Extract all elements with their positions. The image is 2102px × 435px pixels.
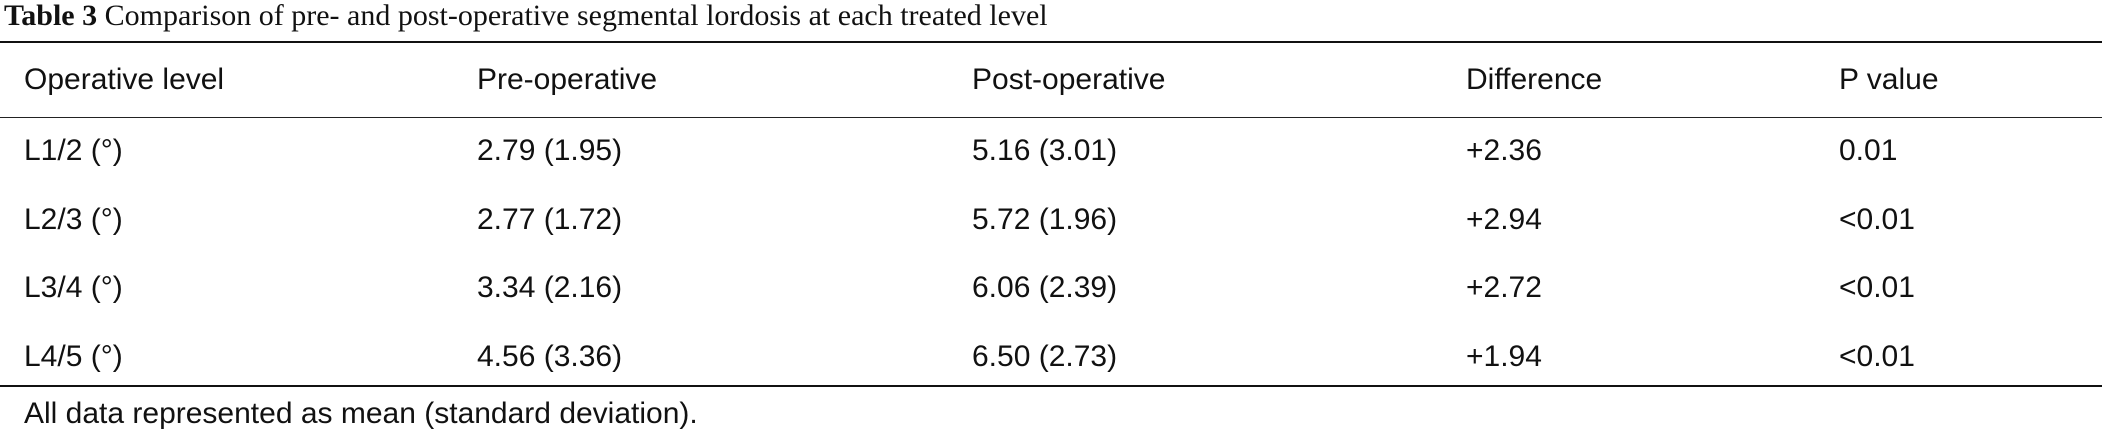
- header-p-value: P value: [1839, 63, 1939, 96]
- lordosis-table: Operative level Pre-operative Post-opera…: [0, 43, 2102, 391]
- header-pre-operative: Pre-operative: [477, 63, 658, 96]
- cell-pre-operative: 2.79 (1.95): [477, 134, 623, 168]
- cell-pre-operative: 2.77 (1.72): [477, 202, 623, 236]
- cell-operative-level: L3/4 (°): [24, 271, 123, 305]
- table-top-rule: [0, 41, 2102, 43]
- cell-post-operative: 6.50 (2.73): [972, 339, 1118, 373]
- table-body: L1/2 (°) 2.79 (1.95) 5.16 (3.01) +2.36 0…: [0, 117, 2102, 391]
- table-header: Operative level Pre-operative Post-opera…: [0, 43, 2102, 117]
- cell-pre-operative: 3.34 (2.16): [477, 271, 623, 305]
- cell-p-value: <0.01: [1839, 202, 1915, 236]
- table-bottom-rule: [0, 385, 2102, 387]
- table-row: L1/2 (°) 2.79 (1.95) 5.16 (3.01) +2.36 0…: [0, 117, 2102, 186]
- table-row: L3/4 (°) 3.34 (2.16) 6.06 (2.39) +2.72 <…: [0, 254, 2102, 323]
- cell-post-operative: 6.06 (2.39): [972, 271, 1118, 305]
- cell-post-operative: 5.72 (1.96): [972, 202, 1118, 236]
- table-caption-label: Table 3: [4, 0, 98, 32]
- table-row: L2/3 (°) 2.77 (1.72) 5.72 (1.96) +2.94 <…: [0, 186, 2102, 255]
- table-caption-text: Comparison of pre- and post-operative se…: [104, 0, 1048, 32]
- header-difference: Difference: [1466, 63, 1603, 96]
- cell-difference: +1.94: [1466, 339, 1542, 373]
- cell-difference: +2.36: [1466, 134, 1542, 168]
- header-row: Operative level Pre-operative Post-opera…: [0, 43, 2102, 117]
- header-post-operative: Post-operative: [972, 63, 1166, 96]
- cell-operative-level: L2/3 (°): [24, 202, 123, 236]
- cell-post-operative: 5.16 (3.01): [972, 134, 1118, 168]
- cell-operative-level: L1/2 (°): [24, 134, 123, 168]
- cell-difference: +2.72: [1466, 271, 1542, 305]
- table-footnote: All data represented as mean (standard d…: [24, 397, 698, 430]
- cell-p-value: <0.01: [1839, 271, 1915, 305]
- cell-p-value: 0.01: [1839, 134, 1898, 168]
- cell-pre-operative: 4.56 (3.36): [477, 339, 623, 373]
- table-row: L4/5 (°) 4.56 (3.36) 6.50 (2.73) +1.94 <…: [0, 323, 2102, 392]
- cell-p-value: <0.01: [1839, 339, 1915, 373]
- cell-difference: +2.94: [1466, 202, 1542, 236]
- table-header-rule: [0, 117, 2102, 118]
- table-caption: Table 3 Comparison of pre- and post-oper…: [4, 0, 1048, 40]
- cell-operative-level: L4/5 (°): [24, 339, 123, 373]
- header-operative-level: Operative level: [24, 63, 225, 96]
